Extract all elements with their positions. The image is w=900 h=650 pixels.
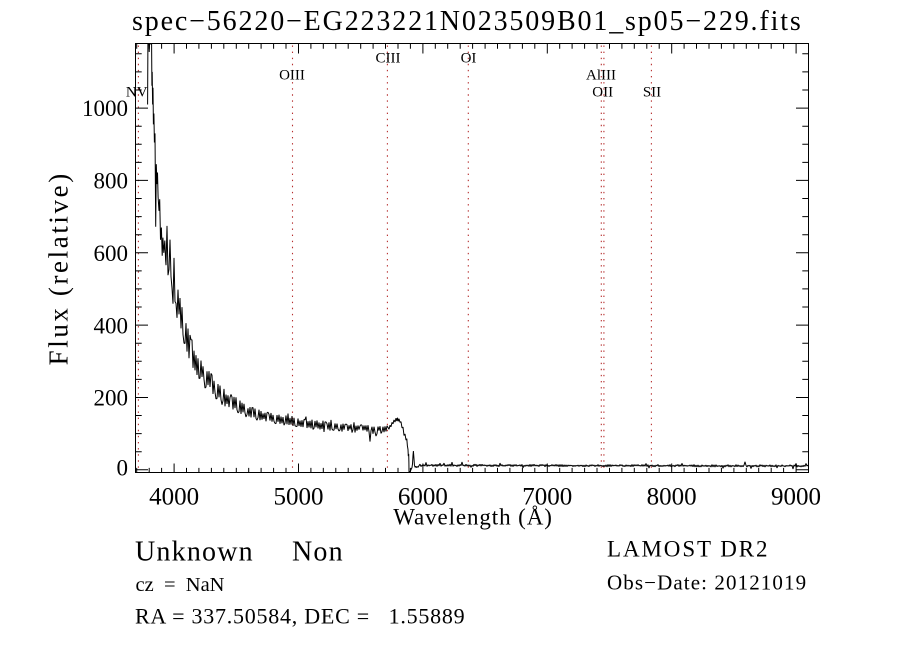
svg-text:0: 0 — [117, 455, 129, 480]
svg-text:cz = NaN: cz = NaN — [136, 574, 225, 596]
svg-text:Wavelength (Å): Wavelength (Å) — [393, 505, 553, 530]
svg-text:Non: Non — [292, 537, 344, 568]
svg-text:4000: 4000 — [149, 483, 199, 510]
svg-text:RA = 337.50584, DEC = 1.5588: RA = 337.50584, DEC = 1.55889 — [135, 604, 465, 629]
svg-text:1000: 1000 — [82, 96, 128, 121]
svg-text:Flux (relative): Flux (relative) — [43, 171, 73, 365]
svg-text:5000: 5000 — [274, 483, 324, 510]
svg-text:SII: SII — [643, 85, 661, 101]
svg-text:7000: 7000 — [522, 483, 572, 510]
svg-text:AlIII: AlIII — [586, 68, 616, 84]
svg-text:600: 600 — [94, 241, 129, 266]
svg-text:Obs−Date: 20121019: Obs−Date: 20121019 — [607, 570, 807, 594]
svg-text:6000: 6000 — [398, 483, 448, 510]
svg-text:OIII: OIII — [279, 68, 305, 84]
svg-text:OI: OI — [461, 50, 477, 66]
svg-text:spec−56220−EG223221N023509B01_: spec−56220−EG223221N023509B01_sp05−229.f… — [132, 6, 803, 37]
svg-text:Unknown: Unknown — [135, 537, 254, 568]
svg-text:CIII: CIII — [376, 50, 401, 66]
svg-text:OII: OII — [592, 85, 613, 101]
svg-text:400: 400 — [94, 313, 129, 338]
svg-text:800: 800 — [94, 169, 129, 194]
svg-text:8000: 8000 — [647, 483, 697, 510]
svg-text:NV: NV — [126, 85, 148, 101]
svg-text:LAMOST DR2: LAMOST DR2 — [607, 537, 769, 562]
svg-text:200: 200 — [94, 386, 129, 411]
svg-text:9000: 9000 — [771, 483, 821, 510]
